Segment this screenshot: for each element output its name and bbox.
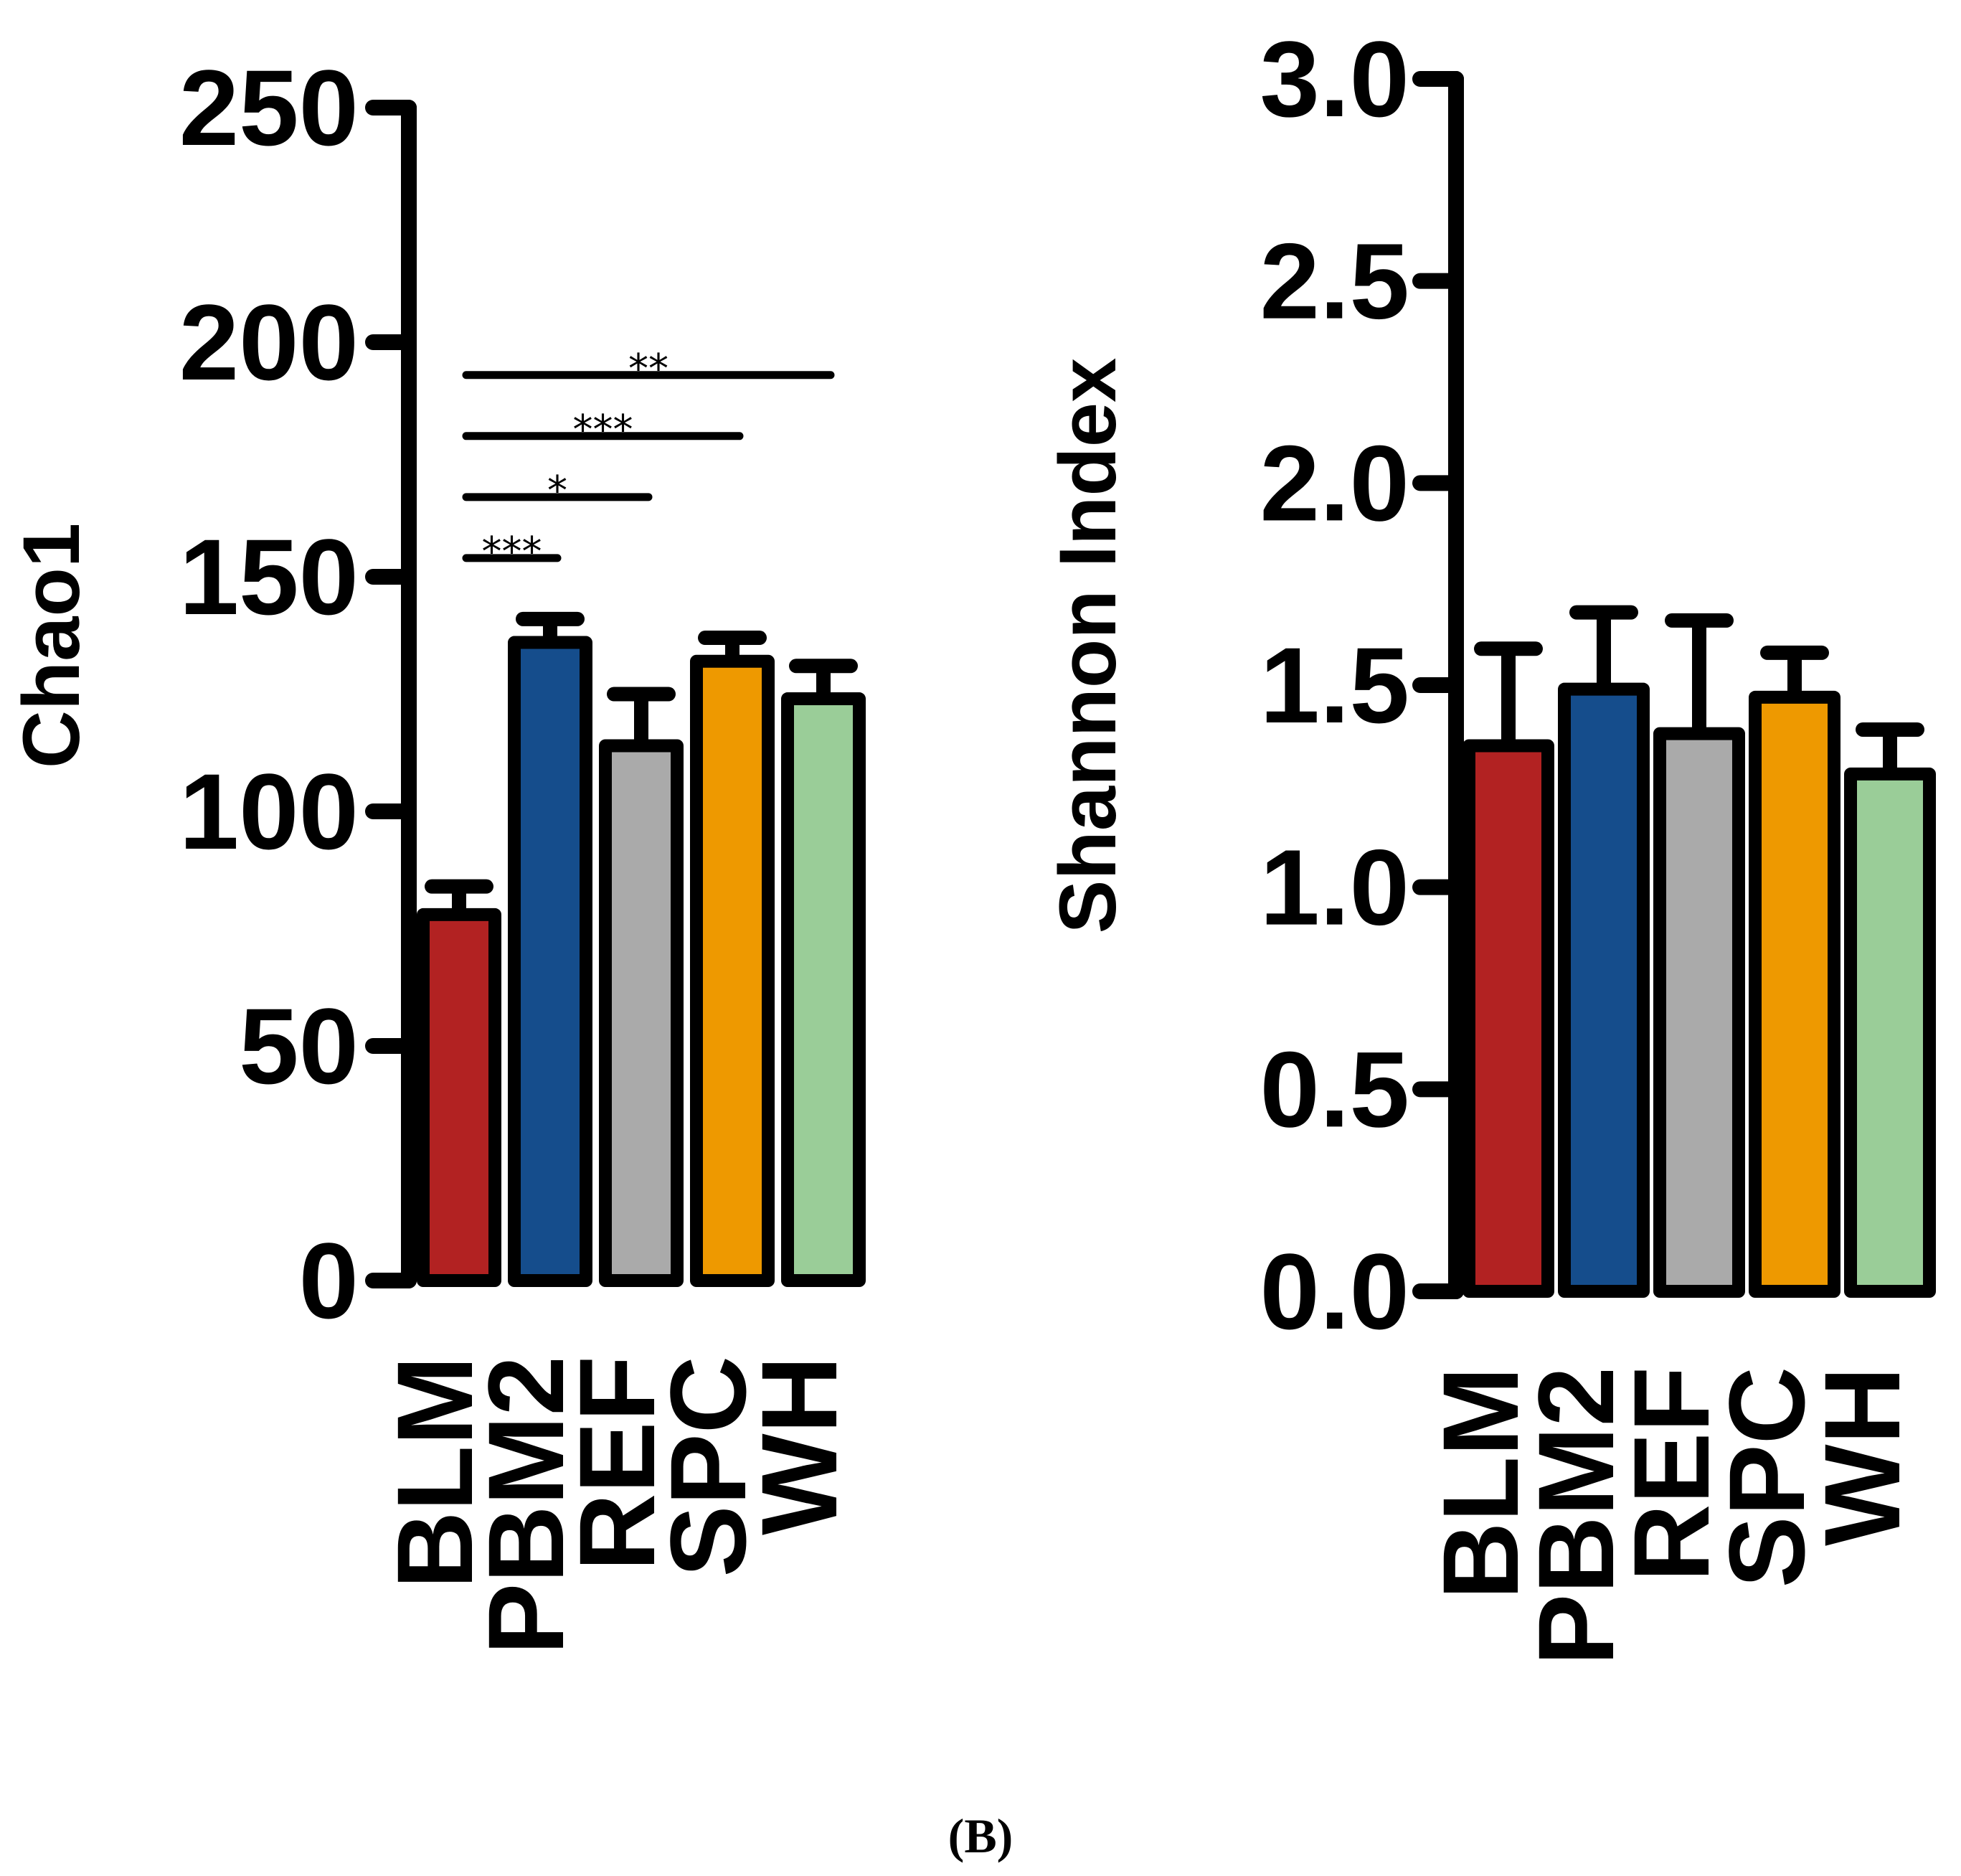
y-tick-label: 3.0 [1260, 19, 1409, 139]
y-tick-label: 1.5 [1260, 625, 1409, 745]
bar [1844, 767, 1936, 1298]
y-tick-label: 0 [299, 1220, 359, 1341]
panel-label: (B) [948, 1809, 1013, 1863]
shannon-index-chart: 0.0 0.5 1.0 1.5 2.0 2.5 3.0 Shannon Index BLMPBM… [1043, 19, 1936, 1666]
bar [781, 692, 866, 1287]
y-tick-label: 200 [179, 282, 359, 402]
significance-stars: * [547, 468, 567, 514]
y-axis-title: Shannon Index [1043, 358, 1133, 934]
significance-stars: *** [482, 529, 542, 575]
significance-stars: ** [628, 346, 668, 392]
y-tick-label: 50 [239, 986, 359, 1106]
significance-stars: *** [573, 407, 633, 453]
y-tick-label: 250 [179, 47, 359, 168]
category-label: REF [557, 1356, 677, 1571]
category-label: SPC [1706, 1367, 1827, 1588]
chao1-chart: 050100150200250Chao1BLMPBM2REFSPCWH*****… [6, 47, 866, 1655]
bar [508, 636, 592, 1287]
y-tick-label: 2.0 [1260, 423, 1409, 543]
bar [1463, 739, 1554, 1298]
y-tick-label: 100 [179, 751, 359, 872]
y-tick-label: 2.5 [1260, 221, 1409, 341]
category-label: WH [739, 1356, 859, 1535]
bar [1558, 682, 1650, 1298]
bar [1749, 690, 1840, 1298]
bar [417, 908, 501, 1287]
category-label: PBM2 [466, 1356, 586, 1655]
y-axis-title: Chao1 [6, 523, 96, 768]
bar [599, 739, 684, 1287]
y-tick-label: 1.0 [1260, 827, 1409, 948]
category-label: SPC [648, 1356, 768, 1577]
y-tick-label: 0.0 [1260, 1231, 1409, 1352]
category-label: REF [1611, 1367, 1731, 1582]
y-tick-label: 150 [179, 517, 359, 637]
category-label: BLM [1420, 1367, 1541, 1600]
category-label: WH [1802, 1367, 1922, 1546]
y-tick-label: 0.5 [1260, 1029, 1409, 1149]
category-label: PBM2 [1516, 1367, 1636, 1666]
category-label: BLM [374, 1356, 495, 1589]
bar [690, 654, 775, 1287]
bar [1653, 727, 1745, 1298]
